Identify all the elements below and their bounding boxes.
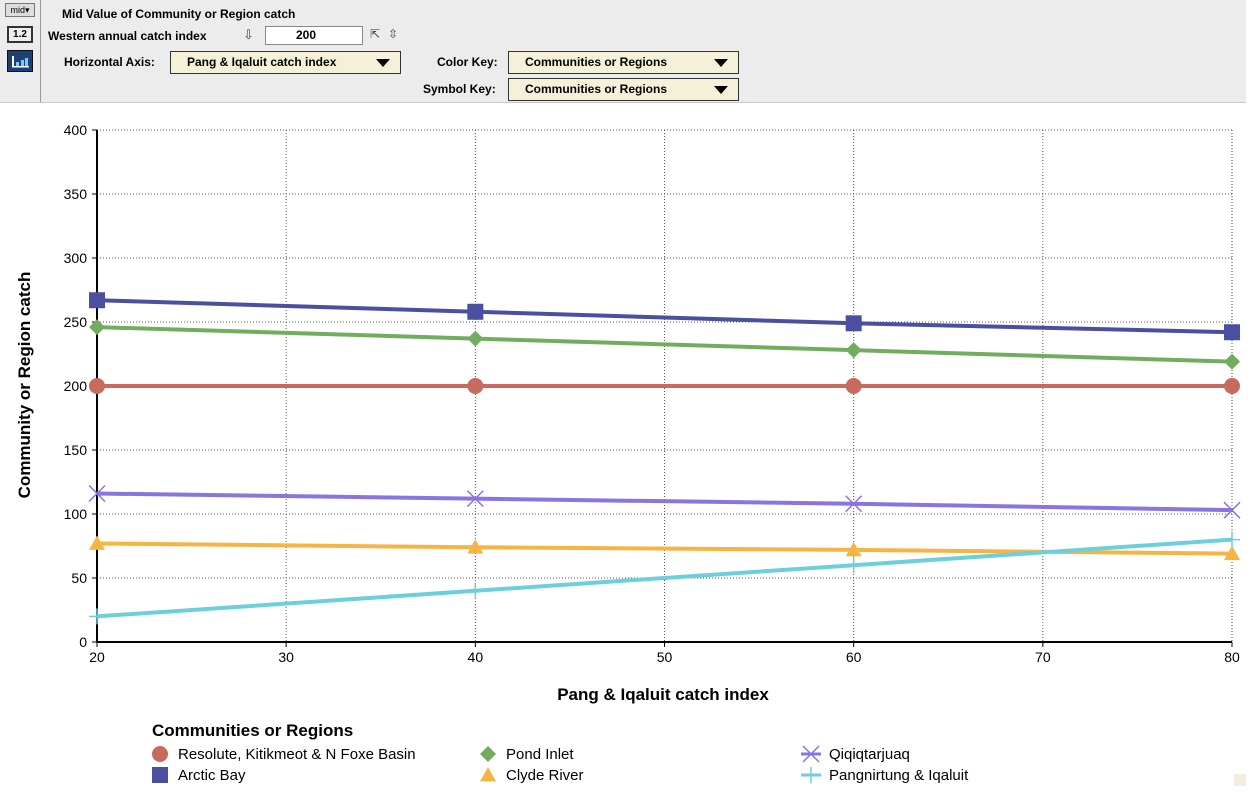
- y-tick-label: 0: [79, 634, 87, 650]
- number-display-button[interactable]: 1.2: [7, 26, 33, 43]
- color-key-value: Communities or Regions: [525, 55, 668, 69]
- horizontal-axis-dropdown[interactable]: Pang & Iqaluit catch index: [170, 51, 401, 74]
- y-tick-label: 150: [64, 442, 88, 458]
- series-line: [96, 491, 1233, 513]
- data-point: [467, 378, 484, 394]
- data-point: [467, 539, 484, 554]
- x-tick-label: 40: [468, 649, 484, 665]
- data-point: [466, 490, 484, 508]
- x-tick-labels: 20 30 40 50 60 70 80: [89, 649, 1240, 665]
- horizontal-axis-label: Horizontal Axis:: [64, 55, 155, 69]
- data-point: [89, 608, 105, 625]
- data-point: [845, 378, 862, 394]
- slider-label: Western annual catch index: [48, 29, 207, 43]
- data-point: [1224, 353, 1240, 370]
- y-tick-label: 400: [64, 122, 88, 138]
- y-tick-label: 200: [64, 378, 88, 394]
- legend-swatch: [480, 767, 496, 782]
- x-tick-label: 20: [89, 649, 105, 665]
- x-tick-label: 30: [278, 649, 294, 665]
- data-point: [845, 315, 862, 332]
- data-point: [1224, 378, 1240, 394]
- legend-swatch: [480, 746, 496, 762]
- data-point: [845, 557, 862, 574]
- step-icon[interactable]: ⇱: [370, 27, 381, 41]
- data-point: [845, 342, 862, 359]
- data-point: [1224, 324, 1240, 341]
- mid-dropdown-button[interactable]: mid ▾: [5, 3, 35, 17]
- series-line: [96, 298, 1233, 335]
- data-point: [1223, 501, 1241, 519]
- legend-entry: Pangnirtung & Iqaluit: [829, 767, 969, 784]
- symbol-key-dropdown[interactable]: Communities or Regions: [508, 78, 739, 101]
- legend-title: Communities or Regions: [152, 721, 353, 740]
- chart-view-button[interactable]: [7, 50, 33, 72]
- data-point: [1224, 531, 1240, 548]
- y-tick-label: 100: [64, 506, 88, 522]
- axes: [92, 129, 1233, 647]
- chevron-down-icon: [714, 59, 728, 67]
- y-tick-label: 250: [64, 314, 88, 330]
- data-point: [467, 330, 484, 347]
- color-key-label: Color Key:: [437, 55, 498, 69]
- data-point: [89, 535, 105, 550]
- y-tick-label: 50: [71, 570, 87, 586]
- x-tick-label: 70: [1035, 649, 1051, 665]
- data-point: [467, 582, 484, 599]
- y-tick-label: 300: [64, 250, 88, 266]
- panel-title: Mid Value of Community or Region catch: [62, 7, 296, 21]
- y-tick-labels: 0 50 100 150 200 250 300 350 400: [64, 122, 88, 650]
- legend-entry: Resolute, Kitikmeot & N Foxe Basin: [178, 746, 416, 763]
- series-group: [88, 292, 1241, 625]
- y-tick-label: 350: [64, 186, 88, 202]
- number-display-label: 1.2: [13, 29, 27, 40]
- symbol-key-label: Symbol Key:: [423, 82, 496, 96]
- legend-entry: Pond Inlet: [506, 746, 574, 763]
- x-axis-label: Pang & Iqaluit catch index: [557, 685, 769, 704]
- color-key-dropdown[interactable]: Communities or Regions: [508, 51, 739, 74]
- legend-swatch: [803, 767, 819, 783]
- decrease-arrow-icon[interactable]: ⇩: [243, 27, 254, 42]
- data-point: [89, 378, 105, 394]
- data-point: [845, 541, 862, 557]
- legend-swatch: [152, 746, 168, 762]
- bar-chart-icon: [12, 56, 29, 68]
- chevron-down-icon: [376, 59, 390, 67]
- control-panel: mid ▾ 1.2 Mid Value of Community or Regio…: [0, 0, 1246, 103]
- symbol-key-value: Communities or Regions: [525, 82, 668, 96]
- legend-swatch: [802, 745, 820, 763]
- tool-strip: mid ▾ 1.2: [0, 0, 41, 102]
- data-point: [88, 484, 106, 503]
- legend-entry: Arctic Bay: [178, 767, 246, 784]
- chevron-down-icon: [714, 86, 728, 94]
- legend: Resolute, Kitikmeot & N Foxe Basin Arctic…: [152, 745, 969, 784]
- legend-entry: Clyde River: [506, 767, 584, 784]
- data-point: [89, 319, 105, 336]
- mid-label: mid: [10, 5, 25, 15]
- data-point: [845, 495, 863, 513]
- legend-entry: Qiqiqtarjuaq: [829, 746, 910, 763]
- x-tick-label: 80: [1224, 649, 1240, 665]
- legend-swatch: [152, 767, 168, 783]
- series-line: [96, 537, 1233, 619]
- catch-index-input[interactable]: 200: [265, 26, 363, 45]
- horizontal-axis-value: Pang & Iqaluit catch index: [187, 55, 337, 69]
- resize-corner[interactable]: [1234, 774, 1246, 786]
- data-point: [89, 292, 105, 309]
- series-line: [96, 325, 1233, 364]
- data-point: [467, 303, 484, 320]
- data-point: [1224, 545, 1240, 561]
- x-tick-label: 50: [657, 649, 673, 665]
- y-axis-label: Community or Region catch: [15, 272, 34, 499]
- reset-icon[interactable]: ⇳: [388, 27, 399, 41]
- x-tick-label: 60: [846, 649, 862, 665]
